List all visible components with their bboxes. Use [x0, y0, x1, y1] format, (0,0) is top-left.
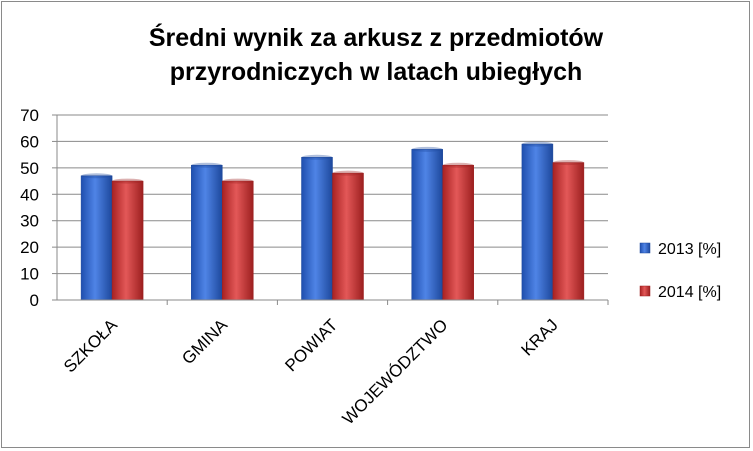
- x-category-label: SZKOŁA: [60, 315, 121, 376]
- bar-cap: [301, 154, 333, 160]
- bar-2013-0: [80, 175, 113, 301]
- x-category-label: POWIAT: [281, 315, 341, 375]
- y-tick-label: 40: [20, 185, 39, 204]
- bar-cap: [81, 173, 113, 179]
- bar-2014-1: [222, 180, 254, 301]
- legend: 2013 [%] 2014 [%]: [639, 241, 721, 301]
- y-tick-label: 70: [20, 106, 39, 125]
- bar-2013-4: [521, 143, 554, 301]
- bar-2014-4: [552, 162, 585, 301]
- bar-2014-3: [442, 164, 474, 301]
- y-tick-label: 10: [20, 265, 39, 284]
- legend-label-2014: 2014 [%]: [658, 284, 721, 301]
- bar-2013-2: [301, 157, 333, 301]
- y-tick-label: 50: [20, 159, 39, 178]
- y-tick-label: 0: [30, 291, 39, 310]
- legend-swatch-2013: [639, 242, 651, 254]
- bar-cap: [552, 160, 584, 166]
- y-tick-label: 30: [20, 212, 39, 231]
- legend-label-2013: 2013 [%]: [658, 241, 721, 258]
- legend-swatch-2014: [639, 285, 651, 297]
- bar-cap: [521, 141, 553, 147]
- bar-cap: [222, 178, 254, 184]
- y-tick-label: 20: [20, 238, 39, 257]
- x-category-label: WOJEWÓDZTWO: [339, 315, 452, 428]
- chart-title-line-2: przyrodniczych w latach ubiegłych: [170, 58, 583, 86]
- bar-2014-0: [111, 180, 144, 301]
- y-axis-ticks: 0 10 20 30 40 50 60 70: [20, 106, 57, 310]
- bar-cap: [112, 178, 144, 184]
- bar-2014-2: [332, 172, 364, 301]
- bar-2013-1: [191, 164, 223, 301]
- bars: [80, 141, 585, 301]
- x-category-label: KRAJ: [518, 315, 562, 359]
- bar-2013-3: [411, 149, 443, 301]
- bar-cap: [442, 162, 474, 168]
- chart-title-line-1: Średni wynik za arkusz z przedmiotów: [149, 22, 604, 52]
- bar-cap: [332, 170, 364, 176]
- bar-cap: [411, 146, 443, 152]
- x-category-label: GMINA: [178, 315, 231, 368]
- bar-cap: [191, 162, 223, 168]
- y-tick-label: 60: [20, 132, 39, 151]
